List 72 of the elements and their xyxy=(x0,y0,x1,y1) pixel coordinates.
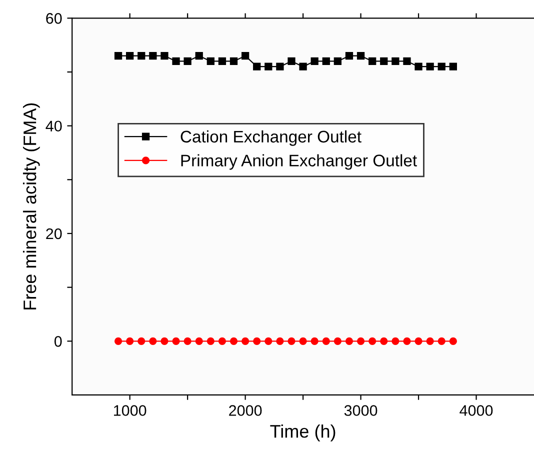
point xyxy=(218,337,226,345)
point xyxy=(230,57,238,66)
x-tick-label: 4000 xyxy=(460,405,493,416)
point xyxy=(172,57,180,66)
point xyxy=(184,337,192,345)
point xyxy=(149,52,157,60)
point xyxy=(114,337,122,345)
point xyxy=(160,52,168,60)
point xyxy=(403,337,411,345)
point xyxy=(380,337,388,345)
point xyxy=(299,337,307,345)
point xyxy=(438,337,446,345)
x-axis-title: Time (h) xyxy=(270,424,336,442)
point xyxy=(160,337,168,345)
x-tick-label: 3000 xyxy=(344,405,378,416)
point xyxy=(310,337,318,345)
point xyxy=(241,52,250,60)
point xyxy=(356,337,365,345)
point xyxy=(392,57,400,66)
point xyxy=(345,337,354,345)
point xyxy=(206,57,214,66)
point xyxy=(322,337,330,345)
y-tick-label: 40 xyxy=(46,120,62,132)
point xyxy=(403,57,411,66)
point xyxy=(138,52,146,60)
point xyxy=(392,337,400,345)
point xyxy=(253,337,261,345)
point xyxy=(380,57,388,66)
point xyxy=(310,57,318,66)
point xyxy=(414,337,422,345)
legend-label: Cation Exchanger Outlet xyxy=(180,130,362,146)
point xyxy=(149,337,157,345)
point xyxy=(253,62,261,70)
point xyxy=(449,62,457,70)
point xyxy=(288,337,296,345)
point xyxy=(184,57,192,66)
point xyxy=(241,337,250,345)
point xyxy=(414,62,422,70)
point xyxy=(172,337,180,345)
point xyxy=(114,52,122,60)
point xyxy=(230,337,238,345)
point xyxy=(206,337,214,345)
point xyxy=(368,337,376,345)
point xyxy=(356,52,365,60)
legend-label: Primary Anion Exchanger Outlet xyxy=(181,154,417,170)
point xyxy=(334,57,342,66)
point xyxy=(195,52,203,60)
point xyxy=(195,337,203,345)
y-tick-label: 20 xyxy=(46,228,62,240)
y-tick-label: 0 xyxy=(54,336,62,347)
y-tick-label: 60 xyxy=(46,13,62,24)
point xyxy=(276,62,284,70)
y-axis-title: Free mineral acidty (FMA) xyxy=(22,103,40,310)
point xyxy=(368,57,376,66)
point xyxy=(264,62,272,70)
point xyxy=(345,52,354,60)
point xyxy=(449,337,457,345)
point xyxy=(138,337,146,345)
point xyxy=(299,62,307,70)
point xyxy=(322,57,330,66)
point xyxy=(426,337,434,345)
x-tick-label: 2000 xyxy=(229,405,262,416)
point xyxy=(276,337,284,345)
point xyxy=(438,62,446,70)
point xyxy=(264,337,272,345)
point xyxy=(218,57,226,66)
point xyxy=(334,337,342,345)
point xyxy=(126,52,134,60)
point xyxy=(288,57,296,66)
x-tick-label: 1000 xyxy=(114,405,146,416)
point xyxy=(426,62,434,70)
point xyxy=(126,337,134,345)
